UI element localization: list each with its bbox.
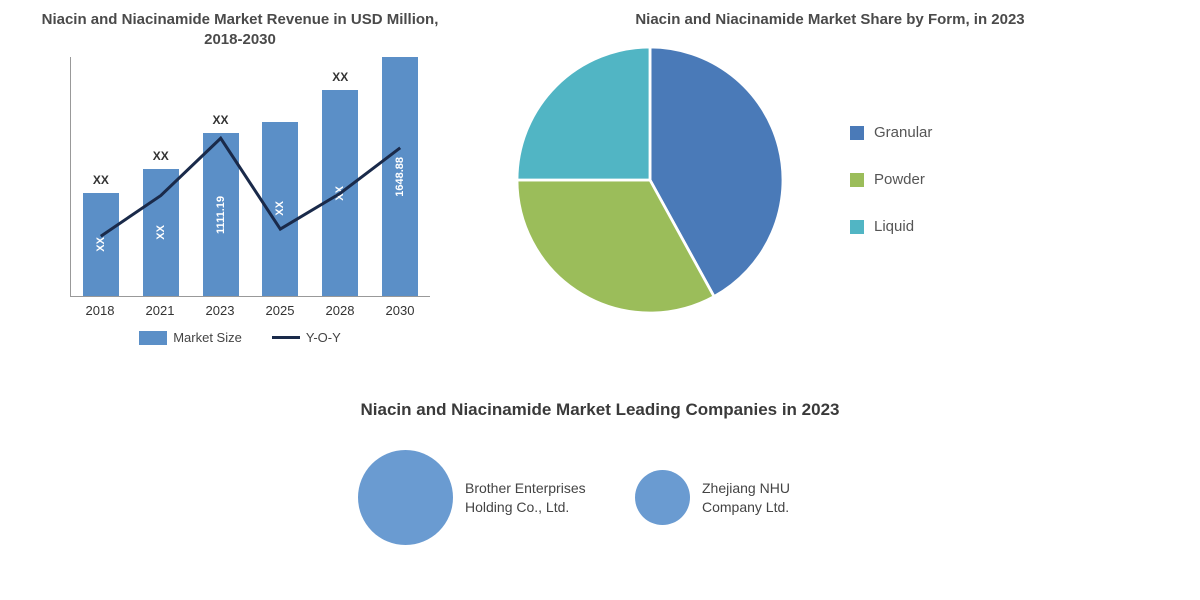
pie-legend-item: Powder: [850, 171, 932, 188]
x-axis-tick: 2021: [146, 303, 175, 318]
pie-chart-title: Niacin and Niacinamide Market Share by F…: [490, 10, 1170, 30]
pie-slice: [517, 47, 650, 180]
pie-chart-panel: Niacin and Niacinamide Market Share by F…: [490, 10, 1170, 390]
bar-value-label: XX: [95, 237, 107, 252]
company-bubble-item: Brother Enterprises Holding Co., Ltd.: [358, 450, 605, 545]
pie-legend-swatch: [850, 220, 864, 234]
pie-legend: Granular Powder Liquid: [850, 124, 932, 235]
leading-companies-title: Niacin and Niacinamide Market Leading Co…: [30, 400, 1170, 420]
x-axis-tick: 2028: [326, 303, 355, 318]
top-row: Niacin and Niacinamide Market Revenue in…: [30, 10, 1170, 390]
company-label: Brother Enterprises Holding Co., Ltd.: [465, 479, 605, 515]
bar-chart-area: XXXXXXXX1111.19XXXXXXXX1648.88: [70, 57, 430, 297]
bar-chart-panel: Niacin and Niacinamide Market Revenue in…: [30, 10, 450, 390]
bar: XXXX: [322, 90, 358, 296]
pie-legend-swatch: [850, 173, 864, 187]
pie-container: Granular Powder Liquid: [490, 40, 1170, 320]
bar-annotation: XX: [93, 173, 109, 187]
leading-companies-panel: Niacin and Niacinamide Market Leading Co…: [30, 400, 1170, 545]
company-bubble: [635, 470, 690, 525]
x-axis-tick: 2025: [266, 303, 295, 318]
bar-annotation: XX: [332, 70, 348, 84]
bar-value-label: XX: [274, 201, 286, 216]
pie-svg-wrap: [490, 40, 810, 320]
x-axis-tick: 2023: [206, 303, 235, 318]
company-bubble: [358, 450, 453, 545]
pie-chart: [490, 40, 810, 320]
bar-value-label: 1648.88: [394, 157, 406, 197]
pie-legend-label: Liquid: [874, 218, 914, 235]
pie-legend-swatch: [850, 126, 864, 140]
pie-legend-label: Powder: [874, 171, 925, 188]
x-axis-tick: 2018: [86, 303, 115, 318]
bar: 1648.88: [382, 57, 418, 296]
legend-bar-swatch: [139, 331, 167, 345]
bar-chart-title: Niacin and Niacinamide Market Revenue in…: [30, 10, 450, 49]
company-bubble-item: Zhejiang NHU Company Ltd.: [635, 470, 842, 525]
pie-legend-item: Granular: [850, 124, 932, 141]
legend-yoy: Y-O-Y: [272, 330, 341, 345]
legend-line-label: Y-O-Y: [306, 330, 341, 345]
pie-legend-item: Liquid: [850, 218, 932, 235]
bar: XX: [262, 122, 298, 296]
bars-container: XXXXXXXX1111.19XXXXXXXX1648.88: [71, 57, 430, 296]
bar-value-label: 1111.19: [215, 196, 227, 234]
pie-legend-label: Granular: [874, 124, 932, 141]
bar-value-label: XX: [155, 225, 167, 240]
x-axis-labels: 2018 2021 2023 2025 2028 2030: [70, 303, 430, 318]
bar: 1111.19XX: [203, 133, 239, 296]
legend-bar-label: Market Size: [173, 330, 242, 345]
bar-chart-legend: Market Size Y-O-Y: [30, 330, 450, 345]
bar-annotation: XX: [153, 149, 169, 163]
bar-value-label: XX: [334, 186, 346, 201]
x-axis-tick: 2030: [386, 303, 415, 318]
bar: XXXX: [143, 169, 179, 296]
legend-market-size: Market Size: [139, 330, 242, 345]
bar-annotation: XX: [213, 113, 229, 127]
bubbles-row: Brother Enterprises Holding Co., Ltd. Zhe…: [30, 450, 1170, 545]
legend-line-swatch: [272, 336, 300, 339]
company-label: Zhejiang NHU Company Ltd.: [702, 479, 842, 515]
bar: XXXX: [83, 193, 119, 296]
